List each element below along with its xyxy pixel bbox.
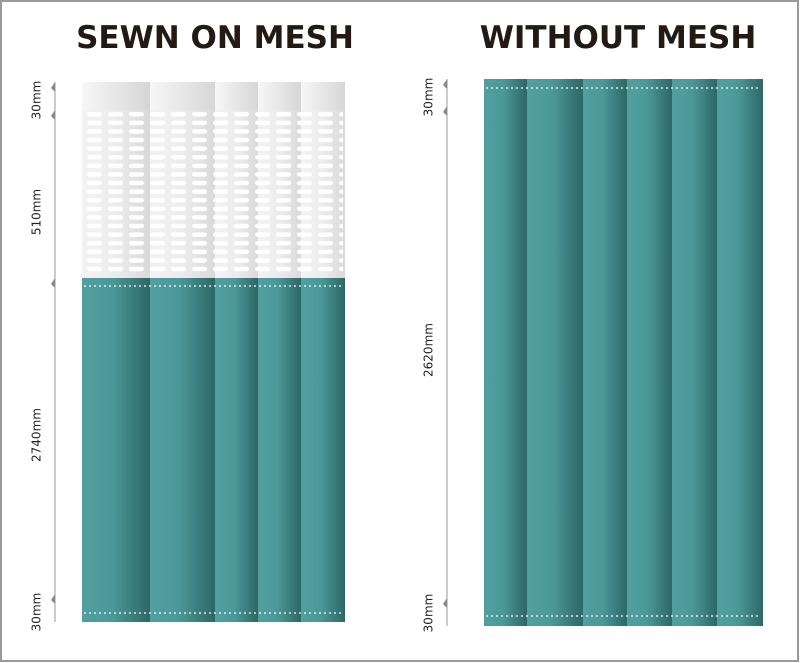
dimension-tick	[443, 106, 447, 116]
label-bg	[421, 71, 435, 123]
fabric-fold	[717, 79, 763, 626]
label-bg	[421, 324, 435, 376]
dimension-label: 30mm	[422, 78, 436, 117]
fabric-fold	[672, 79, 717, 626]
curtains: 30mm 510mm 2740mm 30mm 30mm 2620mm 30mm	[29, 71, 763, 639]
dimension-label: 30mm	[30, 81, 44, 120]
fabric-fold	[82, 278, 150, 622]
panel-title: WITHOUT MESH	[480, 20, 757, 56]
dimension-tick	[443, 79, 447, 89]
label-bg	[421, 587, 435, 639]
dimension-tick	[51, 110, 55, 120]
fabric-fold	[301, 278, 345, 622]
label-bg	[29, 409, 43, 461]
fabric-fold	[627, 79, 672, 626]
dimension-tick	[51, 594, 55, 604]
dimension-label: 2740mm	[30, 408, 44, 462]
fabric-fold	[258, 278, 301, 622]
mesh-band	[150, 82, 215, 110]
dimension-tick	[51, 278, 55, 288]
fabric-fold	[215, 278, 258, 622]
mesh-slots	[84, 112, 343, 275]
mesh-band	[301, 82, 345, 110]
fabric-fold	[484, 79, 527, 626]
fabric-fold	[150, 278, 215, 622]
fabric-fold	[527, 79, 583, 626]
label-bg	[29, 586, 43, 638]
dimension-label: 510mm	[30, 189, 44, 235]
mesh-band	[82, 82, 150, 110]
dimension-label: 30mm	[30, 593, 44, 632]
dimension-tick	[51, 82, 55, 92]
panel-title: SEWN ON MESH	[76, 20, 354, 56]
dimension-tick	[443, 598, 447, 608]
mesh-band	[215, 82, 258, 110]
label-bg	[29, 186, 43, 238]
fabric-fold	[583, 79, 627, 626]
dimension-label: 30mm	[422, 594, 436, 633]
label-bg	[29, 74, 43, 126]
dimension-label: 2620mm	[422, 323, 436, 377]
mesh-band	[258, 82, 301, 110]
